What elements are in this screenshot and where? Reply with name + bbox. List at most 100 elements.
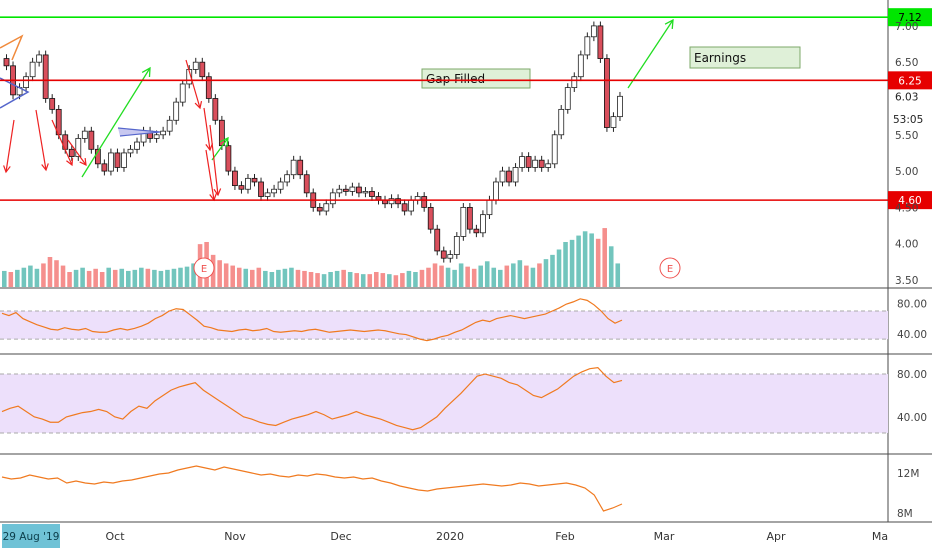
- volume-bar: [158, 270, 164, 287]
- volume-bar: [34, 268, 40, 287]
- candle-body: [303, 174, 310, 194]
- candle-body: [590, 25, 597, 38]
- price-tick-label: 3.50: [895, 275, 918, 287]
- candle-body: [192, 61, 199, 70]
- volume-bar: [334, 270, 340, 287]
- candle-body: [493, 181, 499, 201]
- indicator-band: [0, 374, 888, 433]
- candle-body: [447, 254, 454, 259]
- candle-body: [160, 130, 167, 136]
- candle-body: [356, 186, 362, 194]
- volume-bar: [21, 267, 27, 287]
- price-tick-label: 5.50: [895, 130, 918, 142]
- volume-bar: [276, 269, 281, 287]
- volume-bar: [530, 267, 536, 287]
- x-tick-label: Mar: [654, 530, 675, 543]
- volume-bar: [569, 239, 575, 287]
- candle-body: [297, 159, 304, 176]
- volume-bar: [360, 274, 366, 287]
- down-arrow: [51, 119, 73, 166]
- trend-arrow: [211, 137, 229, 161]
- candle-body: [486, 199, 493, 216]
- volume-bar: [106, 267, 111, 287]
- volume-bar: [93, 268, 98, 287]
- volume-bar: [165, 269, 170, 287]
- candle-body: [277, 181, 284, 190]
- x-tick-label: Feb: [555, 530, 574, 543]
- candle-body: [512, 167, 519, 183]
- level-tag-label: 6.25: [898, 75, 921, 87]
- indicator-tick-label: 80.00: [897, 369, 927, 381]
- candle-body: [232, 170, 238, 187]
- down-arrowhead: [79, 157, 87, 167]
- candle-body: [199, 61, 206, 78]
- indicator-line: [1, 366, 623, 431]
- volume-bar: [126, 270, 131, 287]
- volume-bar: [308, 272, 314, 287]
- volume-bar: [354, 273, 359, 287]
- date-badge: [2, 524, 60, 548]
- candle-body: [212, 98, 219, 121]
- volume-bar: [400, 273, 405, 287]
- candle-body: [369, 191, 375, 197]
- volume-bar: [250, 269, 255, 287]
- volume-bar: [387, 274, 392, 287]
- level-tag: [888, 8, 932, 27]
- price-levels: 7.12 6.25 4.60: [0, 8, 932, 210]
- down-arrow: [205, 149, 215, 201]
- candle-body: [525, 156, 532, 168]
- candle-body: [114, 152, 121, 168]
- volume-bar: [374, 272, 379, 287]
- candle-body: [42, 54, 49, 99]
- volume-bar: [595, 238, 601, 287]
- indicator-line: [1, 298, 623, 342]
- x-tick-label: Nov: [224, 530, 246, 543]
- volume-bar: [236, 267, 242, 287]
- volume-bar: [60, 265, 66, 287]
- indicator-tick-label: 12M: [897, 468, 919, 480]
- candle-body: [81, 130, 88, 139]
- candle-body: [584, 36, 591, 56]
- volume-bar: [517, 260, 523, 287]
- candle-body: [225, 145, 232, 172]
- candle-body: [284, 174, 291, 183]
- candle-body: [395, 198, 401, 205]
- volume-bar: [2, 270, 7, 287]
- level-tag-label: 4.60: [898, 195, 921, 207]
- candle-body: [329, 192, 336, 205]
- candle-body: [134, 141, 140, 150]
- volume-bar: [178, 267, 183, 287]
- volume-bar: [537, 263, 542, 287]
- candle-body: [408, 199, 415, 212]
- volume-bar: [54, 260, 59, 287]
- volume-bar: [302, 270, 307, 287]
- price-tick-label: 4.00: [895, 239, 918, 251]
- price-tick-label: 6.50: [895, 57, 918, 69]
- down-arrowhead: [213, 188, 222, 197]
- volume-bar: [184, 266, 190, 287]
- volume-bar: [8, 272, 14, 287]
- gap-filled-label: Gap Filled: [426, 72, 485, 86]
- volume-bar: [263, 270, 268, 287]
- level-tag-label: 7.12: [898, 12, 921, 24]
- candle-body: [466, 206, 473, 230]
- indicator-tick-label: 40.00: [897, 329, 927, 341]
- gap-filled-box: [421, 68, 531, 89]
- candle-body: [258, 181, 264, 197]
- x-tick-label: Ma: [872, 530, 888, 543]
- volume-bar: [380, 273, 386, 287]
- volume-bar: [80, 267, 85, 287]
- trend-arrow: [627, 19, 674, 89]
- volume-bar: [67, 272, 72, 287]
- volume-bar: [223, 263, 229, 287]
- candle-body: [421, 196, 428, 208]
- volume-bar: [321, 274, 327, 287]
- indicator-tick-label: 40.00: [897, 412, 927, 424]
- earnings-label: Earnings: [694, 51, 746, 65]
- candle-body: [558, 108, 565, 136]
- volume-bar: [243, 268, 249, 287]
- volume-bar: [478, 265, 483, 287]
- indicator-lines: [0, 298, 888, 512]
- volume-bar: [367, 274, 373, 287]
